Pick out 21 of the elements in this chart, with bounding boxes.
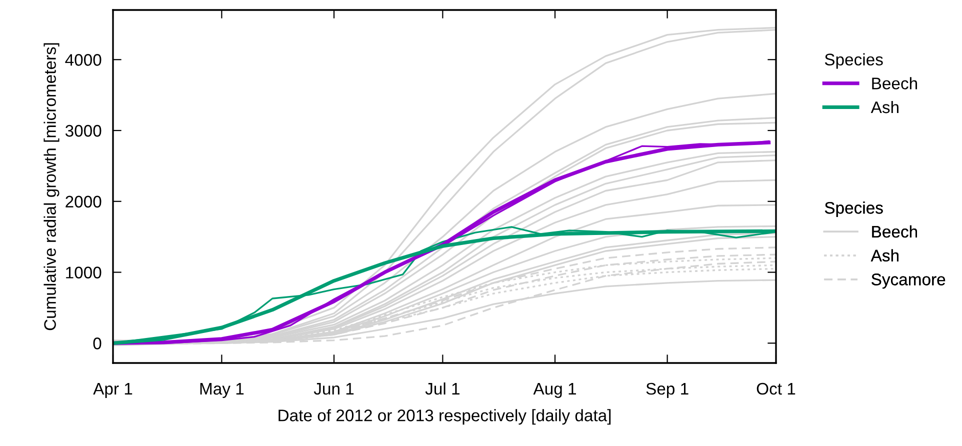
x-tick-label: Sep 1: [646, 382, 688, 398]
text: Species: [824, 202, 883, 218]
legend-label: Sycamore: [872, 274, 946, 289]
legend-label: Beech: [872, 77, 917, 90]
y-tick-label: 4000: [65, 54, 102, 66]
legend-label: Ash: [870, 249, 898, 262]
y-tick-label: 0: [93, 338, 102, 350]
x-axis-title: Date of 2012 or 2013 respectively [daily data]: [278, 409, 611, 425]
y-tick-label: 1000: [66, 266, 102, 278]
x-tick-label: Jun 1: [314, 383, 354, 395]
legend-label: Beech: [872, 225, 917, 238]
y-tick-label: 3000: [65, 124, 102, 137]
legend-label: Ash: [870, 100, 898, 114]
x-tick-label: Apr 1: [93, 383, 132, 398]
x-tick-label: Oct 1: [756, 382, 796, 395]
x-tick-label: May 1: [200, 383, 244, 398]
legend-title: Species: [824, 53, 883, 69]
y-tick-label: 2000: [66, 196, 102, 208]
y-axis-title: Cumulative radial growth [micrometers]: [44, 43, 60, 330]
x-tick-label: Aug 1: [533, 383, 576, 398]
x-tick-label: Jul 1: [425, 382, 460, 395]
